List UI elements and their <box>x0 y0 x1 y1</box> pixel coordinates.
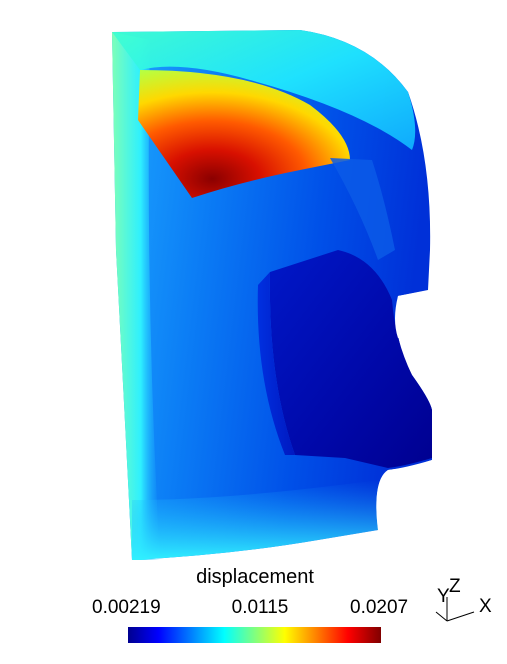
mesh-step-face <box>330 158 395 260</box>
legend-mid-label: 0.0115 <box>231 597 289 618</box>
mesh-left-face <box>112 32 160 560</box>
legend-title: displacement <box>196 566 314 588</box>
orientation-axes: Y Z X <box>432 576 502 626</box>
colorbar <box>128 627 381 643</box>
axis-x-label: X <box>479 596 492 617</box>
notch-upper <box>395 290 432 338</box>
colorbar-gradient <box>128 627 381 643</box>
legend-min-label: 0.00219 <box>92 597 161 618</box>
orientation-axes-triad <box>435 597 475 622</box>
hot-region <box>138 70 350 198</box>
mesh-top-band <box>112 30 416 150</box>
axis-z-label: Z <box>449 576 461 597</box>
legend-max-label: 0.0207 <box>350 597 409 618</box>
mesh-cavity <box>269 250 432 468</box>
axis-y-label: Y <box>437 586 450 607</box>
mesh-bottom-face <box>132 480 378 560</box>
notch-lower <box>376 460 432 530</box>
mesh-cavity-wall <box>257 272 295 455</box>
